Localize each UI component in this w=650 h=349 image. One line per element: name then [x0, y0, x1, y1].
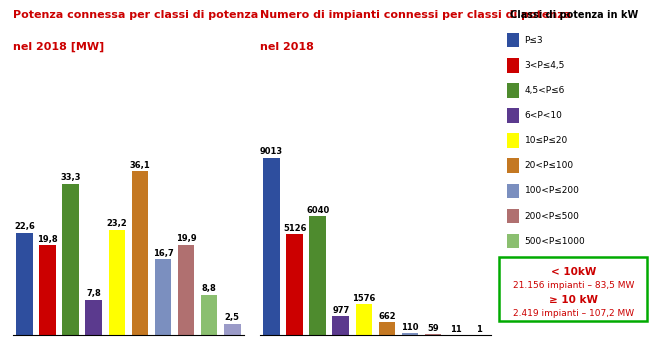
- Text: 1576: 1576: [352, 294, 376, 303]
- Bar: [356, 304, 372, 335]
- Text: 977: 977: [332, 306, 350, 314]
- Text: ≥ 10 kW: ≥ 10 kW: [549, 295, 598, 305]
- Bar: [62, 184, 79, 335]
- Bar: [85, 300, 102, 335]
- Bar: [424, 334, 441, 335]
- Text: 16,7: 16,7: [153, 248, 174, 258]
- Text: 9013: 9013: [260, 147, 283, 156]
- Bar: [224, 324, 240, 335]
- Text: Classi di potenza in kW: Classi di potenza in kW: [510, 10, 638, 21]
- Text: 11: 11: [450, 325, 462, 334]
- Text: < 10kW: < 10kW: [551, 267, 596, 277]
- Text: 200<P≤500: 200<P≤500: [525, 211, 579, 221]
- Text: 10≤P≤20: 10≤P≤20: [525, 136, 568, 145]
- Text: Potenza connessa per classi di potenza: Potenza connessa per classi di potenza: [13, 10, 258, 21]
- Bar: [263, 158, 280, 335]
- Text: 100<P≤200: 100<P≤200: [525, 186, 579, 195]
- Text: P>1000: P>1000: [525, 262, 560, 271]
- Text: 500<P≤1000: 500<P≤1000: [525, 237, 585, 246]
- Text: 662: 662: [378, 312, 396, 321]
- Bar: [155, 259, 172, 335]
- Text: 19,8: 19,8: [37, 235, 58, 244]
- Text: 36,1: 36,1: [129, 161, 150, 170]
- Bar: [309, 216, 326, 335]
- Text: 110: 110: [401, 323, 419, 332]
- Text: 59: 59: [427, 324, 439, 333]
- Text: 4,5<P≤6: 4,5<P≤6: [525, 86, 565, 95]
- Text: 2,5: 2,5: [225, 313, 240, 322]
- Text: 5126: 5126: [283, 224, 306, 233]
- Bar: [378, 322, 395, 335]
- Bar: [131, 171, 148, 335]
- Bar: [332, 316, 349, 335]
- Text: 20<P≤100: 20<P≤100: [525, 161, 574, 170]
- Bar: [39, 245, 56, 335]
- Text: 2.419 impianti – 107,2 MW: 2.419 impianti – 107,2 MW: [513, 309, 634, 318]
- Text: 19,9: 19,9: [176, 234, 196, 243]
- Text: Numero di impianti connessi per classi di potenza: Numero di impianti connessi per classi d…: [260, 10, 571, 21]
- Text: 1: 1: [476, 325, 482, 334]
- Text: 7,8: 7,8: [86, 289, 101, 298]
- Text: 23,2: 23,2: [107, 219, 127, 228]
- Bar: [201, 295, 218, 335]
- Text: 21.156 impianti – 83,5 MW: 21.156 impianti – 83,5 MW: [513, 281, 634, 290]
- Text: 3<P≤4,5: 3<P≤4,5: [525, 61, 565, 70]
- Bar: [402, 333, 419, 335]
- Bar: [109, 230, 125, 335]
- Text: P≤3: P≤3: [525, 36, 543, 45]
- Bar: [177, 245, 194, 335]
- Text: 22,6: 22,6: [14, 222, 35, 231]
- Text: nel 2018: nel 2018: [260, 42, 314, 52]
- Bar: [286, 234, 303, 335]
- Text: nel 2018 [MW]: nel 2018 [MW]: [13, 42, 104, 52]
- Text: 6<P<10: 6<P<10: [525, 111, 562, 120]
- Bar: [16, 233, 33, 335]
- Text: 6040: 6040: [306, 206, 330, 215]
- Text: 33,3: 33,3: [60, 173, 81, 182]
- Text: 8,8: 8,8: [202, 284, 216, 294]
